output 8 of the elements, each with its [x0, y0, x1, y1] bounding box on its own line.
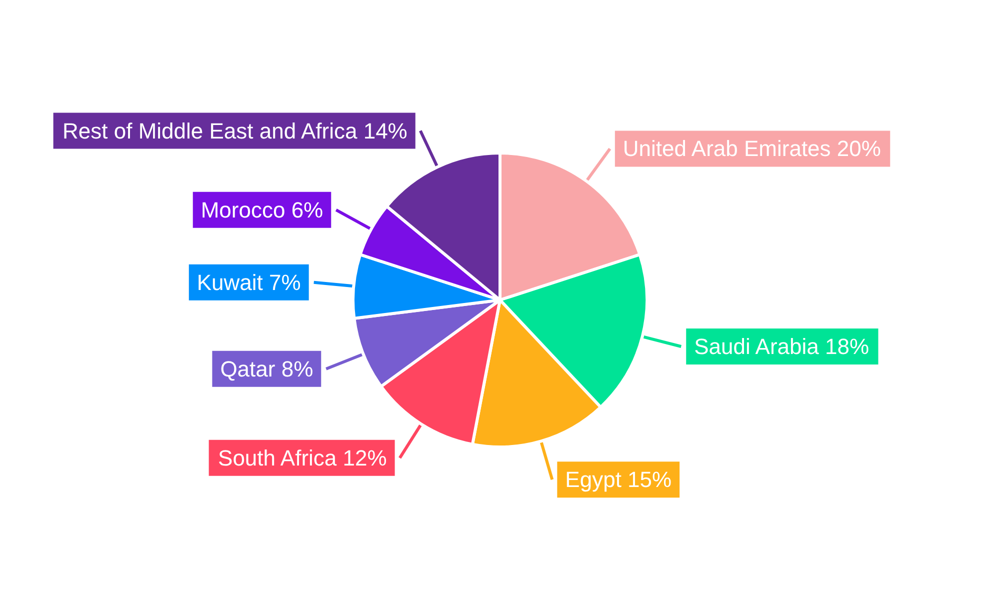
slice-label: Morocco 6%	[200, 197, 324, 222]
slice-label: Egypt 15%	[565, 467, 672, 492]
slice-label: United Arab Emirates 20%	[622, 136, 881, 162]
slice-label: Qatar 8%	[220, 356, 314, 382]
slice-label: Saudi Arabia 18%	[694, 334, 870, 360]
slice-label: South Africa 12%	[218, 445, 387, 470]
slice-label: Kuwait 7%	[196, 270, 301, 295]
slice-label: Rest of Middle East and Africa 14%	[62, 118, 408, 144]
